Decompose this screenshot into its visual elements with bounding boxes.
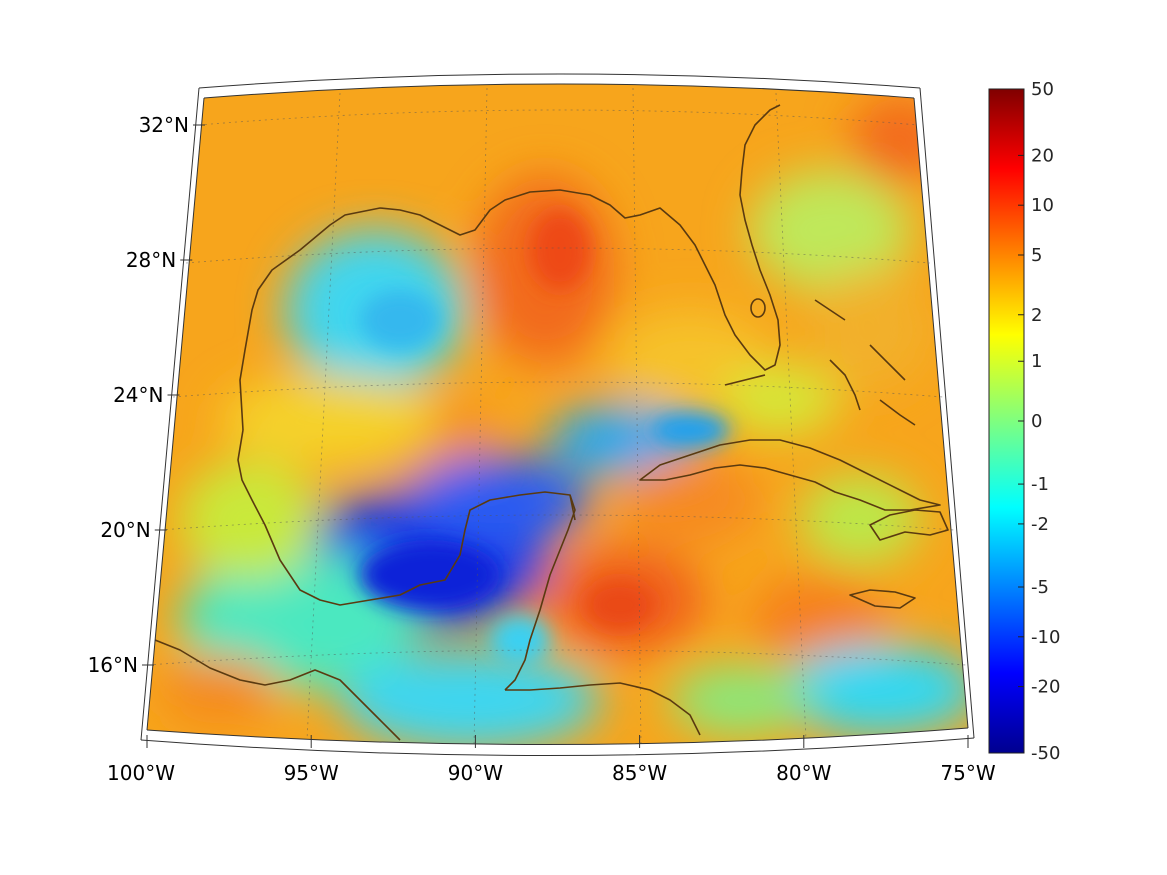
colorbar-tick-label: 2 <box>1031 305 1042 326</box>
colorbar-tick-label: -2 <box>1031 514 1049 535</box>
latitude-label: 16°N <box>88 653 138 677</box>
longitude-label: 75°W <box>940 761 995 785</box>
graticule <box>147 87 967 746</box>
latitude-labels: 32°N 28°N 24°N 20°N 16°N <box>88 113 205 677</box>
latitude-label: 28°N <box>126 248 176 272</box>
longitude-labels: 100°W 95°W 90°W 85°W 80°W 75°W <box>107 735 996 785</box>
colorbar-tick-label: 1 <box>1031 351 1042 372</box>
longitude-label: 100°W <box>107 761 175 785</box>
colorbar-tick-label: -1 <box>1031 474 1049 495</box>
longitude-label: 80°W <box>776 761 831 785</box>
colorbar-tick-label: 5 <box>1031 245 1042 266</box>
colorbar-tick-label: 10 <box>1031 195 1054 216</box>
coastline-layer <box>154 104 949 741</box>
colorbar-tick-label: 20 <box>1031 145 1054 166</box>
colorbar-tick-label: 50 <box>1031 79 1054 100</box>
latitude-label: 24°N <box>113 383 163 407</box>
latitude-label: 20°N <box>100 518 150 542</box>
longitude-label: 90°W <box>448 761 503 785</box>
colorbar-tick-label: -10 <box>1031 627 1060 648</box>
colorbar-tick-label: -5 <box>1031 577 1049 598</box>
longitude-label: 85°W <box>612 761 667 785</box>
colorbar-tick-label: -50 <box>1031 743 1060 764</box>
colorbar-tick-label: -20 <box>1031 677 1060 698</box>
colorbar-tick-label: 0 <box>1031 411 1042 432</box>
longitude-label: 95°W <box>284 761 339 785</box>
map-frame <box>140 73 975 757</box>
field-layer <box>147 84 968 745</box>
latitude-label: 32°N <box>139 113 189 137</box>
